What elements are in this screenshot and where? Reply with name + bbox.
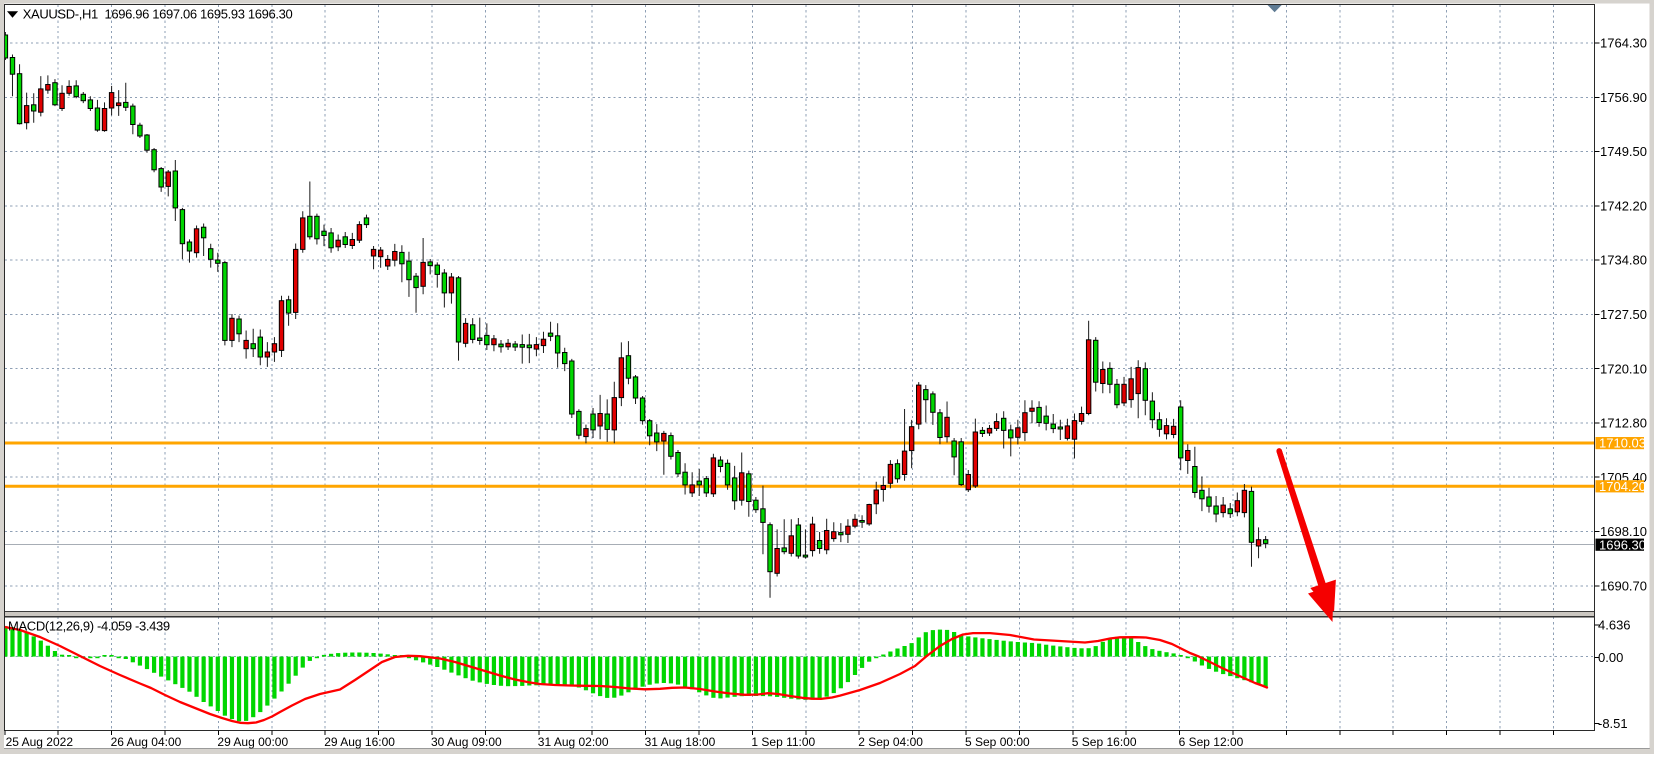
svg-text:1727.50: 1727.50: [1600, 307, 1647, 322]
svg-text:-8.51: -8.51: [1598, 716, 1628, 731]
svg-text:31 Aug 02:00: 31 Aug 02:00: [538, 735, 609, 749]
svg-text:1 Sep 11:00: 1 Sep 11:00: [751, 735, 815, 749]
svg-text:1734.80: 1734.80: [1600, 253, 1647, 268]
svg-text:2 Sep 04:00: 2 Sep 04:00: [858, 735, 923, 749]
svg-text:1690.70: 1690.70: [1600, 578, 1647, 593]
svg-text:30 Aug 09:00: 30 Aug 09:00: [431, 735, 502, 749]
svg-text:1698.10: 1698.10: [1600, 524, 1647, 539]
svg-text:0.00: 0.00: [1598, 650, 1623, 665]
svg-text:1764.30: 1764.30: [1600, 36, 1647, 51]
svg-text:1696.30: 1696.30: [1599, 538, 1646, 553]
svg-text:1720.10: 1720.10: [1600, 361, 1647, 376]
svg-text:4.636: 4.636: [1598, 618, 1631, 633]
svg-text:6 Sep 12:00: 6 Sep 12:00: [1179, 735, 1244, 749]
svg-text:25 Aug 2022: 25 Aug 2022: [6, 735, 74, 749]
svg-text:1712.80: 1712.80: [1600, 416, 1647, 431]
svg-text:5 Sep 00:00: 5 Sep 00:00: [965, 735, 1030, 749]
svg-text:1704.20: 1704.20: [1599, 479, 1646, 494]
svg-text:5 Sep 16:00: 5 Sep 16:00: [1072, 735, 1137, 749]
svg-text:1749.50: 1749.50: [1600, 144, 1647, 159]
svg-text:1756.90: 1756.90: [1600, 90, 1647, 105]
svg-text:1742.20: 1742.20: [1600, 198, 1647, 213]
svg-text:29 Aug 16:00: 29 Aug 16:00: [324, 735, 395, 749]
svg-text:XAUUSD-,H1 1696.96 1697.06 16: XAUUSD-,H1 1696.96 1697.06 1695.93 1696.…: [23, 7, 293, 22]
svg-text:31 Aug 18:00: 31 Aug 18:00: [645, 735, 716, 749]
svg-text:MACD(12,26,9) -4.059 -3.439: MACD(12,26,9) -4.059 -3.439: [8, 618, 170, 633]
svg-text:26 Aug 04:00: 26 Aug 04:00: [111, 735, 182, 749]
svg-text:1710.03: 1710.03: [1599, 436, 1646, 451]
svg-text:29 Aug 00:00: 29 Aug 00:00: [217, 735, 288, 749]
